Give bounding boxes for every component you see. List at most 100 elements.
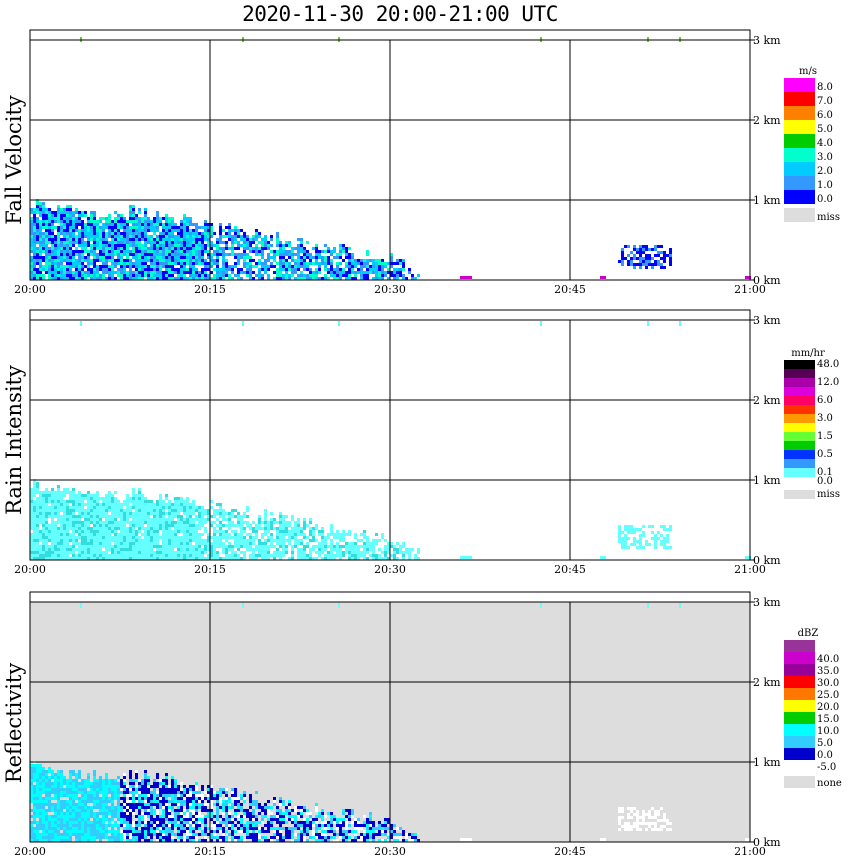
x-tick-label: 21:00 bbox=[734, 563, 766, 576]
colorbar-swatch bbox=[784, 148, 815, 162]
colorbar-legend: m/s8.0 7.0 6.0 5.0 4.0 3.0 2.0 1.0 0.0 miss bbox=[784, 66, 840, 223]
colorbar-swatch bbox=[784, 748, 815, 760]
colorbar-swatch bbox=[784, 468, 815, 477]
colorbar-legend: dBZ 40.035.030.025.020.015.010.05.00.0-5.… bbox=[784, 628, 842, 789]
echo-field bbox=[30, 603, 751, 842]
y-tick-label: 2 km bbox=[753, 676, 781, 689]
colorbar-swatch bbox=[784, 162, 815, 176]
y-tick-label: 1 km bbox=[753, 474, 781, 487]
colorbar-swatch bbox=[784, 92, 815, 106]
colorbar-label: 48.0 bbox=[817, 359, 839, 370]
x-tick-label: 20:15 bbox=[194, 283, 226, 296]
x-tick-label: 20:15 bbox=[194, 845, 226, 858]
colorbar-label: 15.0 bbox=[817, 714, 839, 725]
colorbar-swatch bbox=[784, 477, 815, 486]
y-tick-label: 1 km bbox=[753, 756, 781, 769]
x-tick-label: 20:30 bbox=[374, 563, 406, 576]
x-tick-label: 20:30 bbox=[374, 283, 406, 296]
x-tick-label: 21:00 bbox=[734, 283, 766, 296]
colorbar-label: 0.0 bbox=[817, 750, 833, 761]
x-tick-label: 21:00 bbox=[734, 845, 766, 858]
y-tick-label: 0 km bbox=[753, 274, 781, 287]
plot-frame bbox=[29, 309, 751, 561]
y-tick-label: 1 km bbox=[753, 194, 781, 207]
colorbar-label: 0.5 bbox=[817, 449, 833, 460]
plot-frame bbox=[29, 591, 751, 843]
colorbar-swatch bbox=[784, 712, 815, 724]
chart-title: 2020-11-30 20:00-21:00 UTC bbox=[242, 2, 558, 26]
colorbar-label: 5.0 bbox=[817, 738, 833, 749]
colorbar-unit: dBZ bbox=[798, 628, 819, 639]
colorbar-swatch bbox=[784, 760, 815, 772]
colorbar-swatch bbox=[784, 652, 815, 664]
x-tick-label: 20:45 bbox=[554, 845, 586, 858]
colorbar-swatch bbox=[784, 700, 815, 712]
colorbar-label: 0.0 bbox=[817, 194, 833, 205]
colorbar-label: none bbox=[817, 778, 842, 789]
colorbar-unit: m/s bbox=[799, 66, 817, 77]
colorbar-swatch bbox=[784, 776, 815, 788]
colorbar-swatch bbox=[784, 106, 815, 120]
colorbar-label: 6.0 bbox=[817, 395, 833, 406]
x-tick-label: 20:00 bbox=[14, 845, 46, 858]
colorbar-swatch bbox=[784, 176, 815, 190]
colorbar-swatch bbox=[784, 736, 815, 748]
colorbar-swatch bbox=[784, 640, 815, 652]
colorbar-label: 25.0 bbox=[817, 690, 839, 701]
x-tick-label: 20:45 bbox=[554, 563, 586, 576]
colorbar-swatch bbox=[784, 432, 815, 441]
colorbar-swatch bbox=[784, 134, 815, 148]
colorbar-label: 1.5 bbox=[817, 431, 833, 442]
x-tick-label: 20:00 bbox=[14, 283, 46, 296]
y-tick-label: 0 km bbox=[753, 836, 781, 849]
colorbar-swatch bbox=[784, 378, 815, 387]
colorbar-label: 4.0 bbox=[817, 138, 833, 149]
colorbar-swatch bbox=[784, 688, 815, 700]
colorbar-swatch bbox=[784, 414, 815, 423]
x-tick-label: 20:30 bbox=[374, 845, 406, 858]
colorbar-label: 30.0 bbox=[817, 678, 839, 689]
colorbar-label: 7.0 bbox=[817, 96, 833, 107]
colorbar-label: 35.0 bbox=[817, 666, 839, 677]
x-tick-label: 20:45 bbox=[554, 283, 586, 296]
colorbar-label: 1.0 bbox=[817, 180, 833, 191]
y-tick-label: 0 km bbox=[753, 554, 781, 567]
colorbar-label: 5.0 bbox=[817, 124, 833, 135]
colorbar-label: 10.0 bbox=[817, 726, 839, 737]
panel-0: 20:00 20:15 20:30 20:45 21:000 km 1 km 2 km 3 k… bbox=[14, 29, 781, 296]
y-tick-label: 2 km bbox=[753, 394, 781, 407]
colorbar-swatch bbox=[784, 664, 815, 676]
colorbar-swatch bbox=[784, 396, 815, 405]
colorbar-label: miss bbox=[817, 489, 840, 500]
panel-1: 20:00 20:15 20:30 20:45 21:000 km 1 km 2 km 3 k… bbox=[14, 309, 781, 576]
x-tick-label: 20:00 bbox=[14, 563, 46, 576]
colorbar-swatch bbox=[784, 360, 815, 369]
colorbar-swatch bbox=[784, 441, 815, 450]
colorbar-label: 12.0 bbox=[817, 377, 839, 388]
y-tick-label: 2 km bbox=[753, 114, 781, 127]
y-tick-label: 3 km bbox=[753, 34, 781, 47]
panel-2: 20:00 20:15 20:30 20:45 21:000 km 1 km 2 km 3 k… bbox=[14, 591, 781, 858]
colorbar-label: 20.0 bbox=[817, 702, 839, 713]
colorbar-label: -5.0 bbox=[817, 762, 836, 773]
y-tick-label: 3 km bbox=[753, 596, 781, 609]
echo-field bbox=[30, 37, 751, 280]
colorbar-swatch bbox=[784, 208, 815, 222]
y-tick-label: 3 km bbox=[753, 314, 781, 327]
colorbar-label: 0.1 bbox=[817, 467, 833, 478]
colorbar-swatch bbox=[784, 423, 815, 432]
colorbar-swatch bbox=[784, 120, 815, 134]
x-tick-label: 20:15 bbox=[194, 563, 226, 576]
colorbar-label: 0.0 bbox=[817, 476, 833, 487]
colorbar-swatch bbox=[784, 387, 815, 396]
echo-field bbox=[30, 321, 751, 560]
colorbar-swatch bbox=[784, 405, 815, 414]
colorbar-swatch bbox=[784, 459, 815, 468]
plot-frame bbox=[29, 29, 751, 281]
colorbar-swatch bbox=[784, 676, 815, 688]
colorbar-label: 40.0 bbox=[817, 654, 839, 665]
colorbar-swatch bbox=[784, 369, 815, 378]
colorbar-unit: mm/hr bbox=[791, 348, 825, 359]
colorbar-label: 6.0 bbox=[817, 110, 833, 121]
